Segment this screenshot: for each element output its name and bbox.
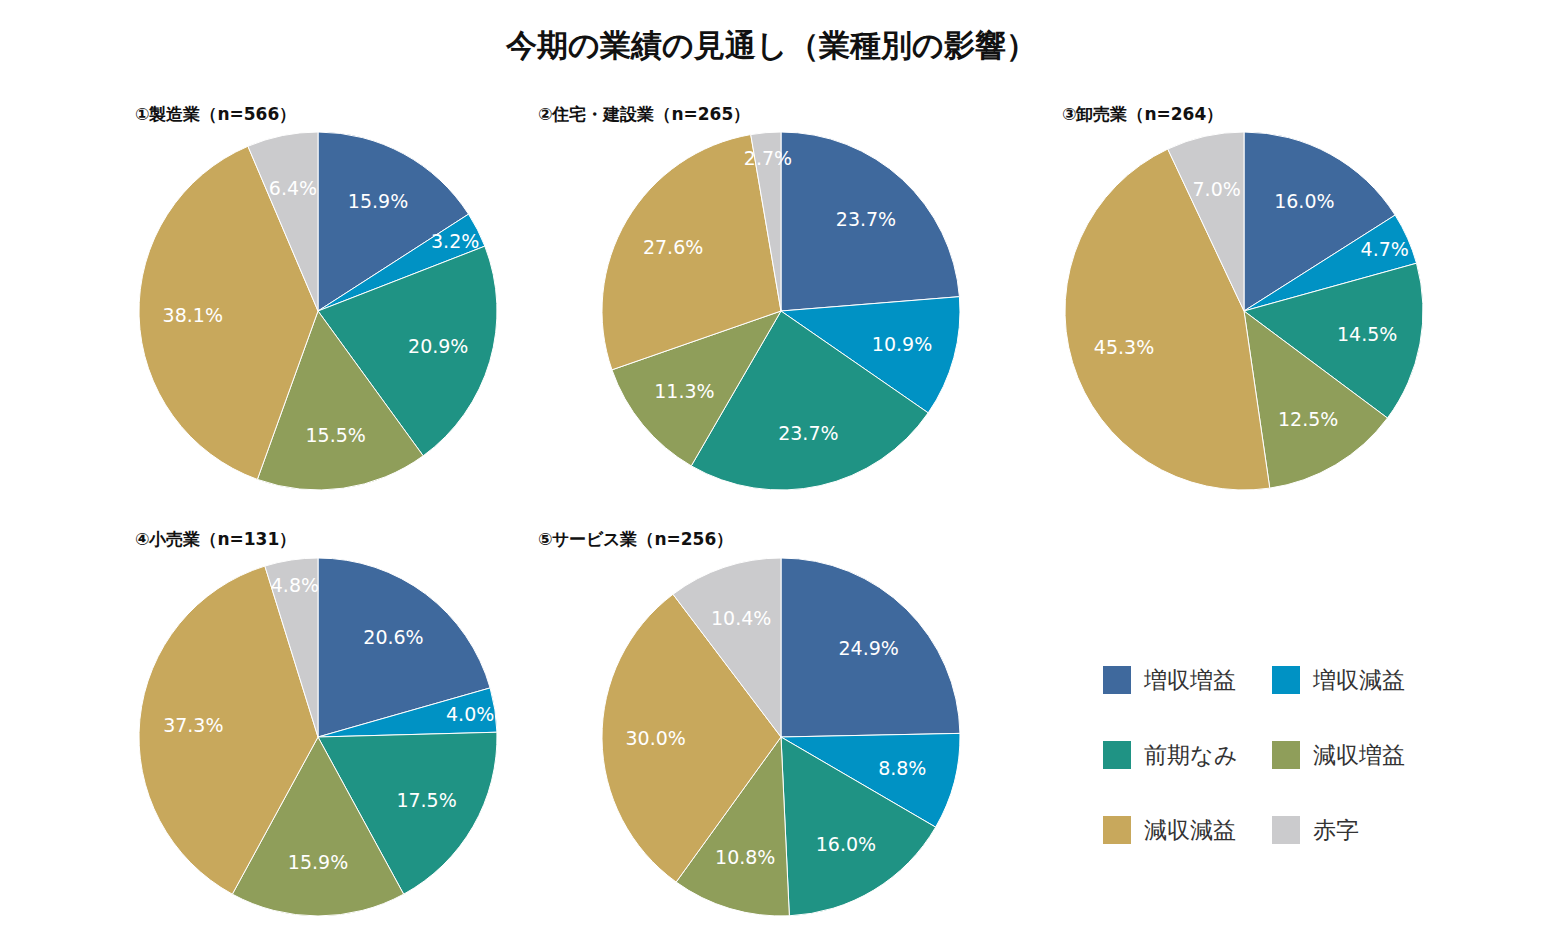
pie-slice — [781, 132, 959, 311]
data-label: 16.0% — [816, 833, 876, 855]
chart-title: ②住宅・建設業（n=265） — [538, 104, 750, 124]
legend-label: 減収減益 — [1144, 817, 1236, 843]
legend-swatch — [1272, 816, 1300, 844]
data-label: 10.4% — [711, 607, 771, 629]
pie-slice — [602, 135, 781, 370]
data-label: 15.9% — [288, 851, 348, 873]
data-label: 10.9% — [872, 333, 932, 355]
pie-chart: ①製造業（n=566） 15.9% 3.2% 20.9% 15.5% 38.1% 6.4% — [135, 104, 497, 490]
data-label: 14.5% — [1337, 323, 1397, 345]
data-label: 20.9% — [408, 335, 468, 357]
pie-slice — [318, 688, 497, 737]
legend-label: 赤字 — [1313, 817, 1359, 843]
data-label: 45.3% — [1094, 336, 1154, 358]
legend-label: 増収減益 — [1312, 667, 1405, 693]
pie: 15.9% 3.2% 20.9% 15.5% 38.1% 6.4% — [139, 132, 497, 490]
pie-slice — [248, 132, 318, 311]
data-label: 2.7% — [744, 147, 792, 169]
data-label: 27.6% — [643, 236, 703, 258]
legend-item: 赤字 — [1272, 816, 1359, 844]
legend-swatch — [1272, 741, 1300, 769]
pie-slice — [139, 146, 318, 479]
data-label: 4.0% — [446, 703, 494, 725]
data-label: 15.5% — [305, 424, 365, 446]
legend-label: 増収増益 — [1143, 667, 1236, 693]
chart-title: ③卸売業（n=264） — [1062, 104, 1223, 124]
data-label: 7.0% — [1193, 178, 1241, 200]
pie-chart: ④小売業（n=131） 20.6% 4.0% 17.5% 15.9% 37.3% 4.8% — [135, 529, 497, 916]
data-label: 3.2% — [431, 230, 479, 252]
data-label: 4.7% — [1361, 238, 1409, 260]
legend-swatch — [1272, 666, 1300, 694]
data-label: 37.3% — [163, 714, 223, 736]
data-label: 12.5% — [1278, 408, 1338, 430]
pie-slice — [781, 558, 960, 737]
pie-chart: ③卸売業（n=264） 16.0% 4.7% 14.5% 12.5% 45.3% 7.0% — [1062, 104, 1423, 490]
data-label: 20.6% — [363, 626, 423, 648]
pie-chart: ②住宅・建設業（n=265）23.7%10.9%23.7%11.3%27.6%2… — [538, 104, 960, 490]
pie-slice — [673, 558, 781, 737]
data-label: 24.9% — [839, 637, 899, 659]
legend-swatch — [1103, 816, 1131, 844]
data-label: 8.8% — [878, 757, 926, 779]
legend: 増収増益 増収減益前期なみ 減収増益減収減益 赤字 — [1103, 666, 1405, 844]
legend-item: 減収減益 — [1103, 816, 1236, 844]
data-label: 30.0% — [626, 727, 686, 749]
data-label: 11.3% — [654, 380, 714, 402]
data-label: 6.4% — [269, 177, 317, 199]
data-label: 10.8% — [715, 846, 775, 868]
page-title: 今期の業績の見通し（業種別の影響） — [505, 27, 1037, 63]
legend-swatch — [1103, 666, 1131, 694]
legend-swatch — [1103, 741, 1131, 769]
chart-title: ④小売業（n=131） — [135, 529, 296, 549]
chart-page: 今期の業績の見通し（業種別の影響） ①製造業（n=566） 15.9% 3.2% 20.… — [0, 0, 1543, 934]
legend-item: 減収増益 — [1272, 741, 1405, 769]
legend-item: 増収減益 — [1272, 666, 1405, 694]
data-label: 38.1% — [163, 304, 223, 326]
pie: 16.0% 4.7% 14.5% 12.5% 45.3% 7.0% — [1065, 132, 1423, 490]
legend-item: 増収増益 — [1103, 666, 1236, 694]
legend-label: 減収増益 — [1313, 742, 1405, 768]
data-label: 16.0% — [1274, 190, 1334, 212]
pie: 23.7% 10.9% 23.7% 11.3% 27.6% 2.7% — [602, 132, 960, 490]
data-label: 23.7% — [836, 208, 896, 230]
data-label: 15.9% — [348, 190, 408, 212]
data-label: 4.8% — [271, 574, 319, 596]
legend-label: 前期なみ — [1144, 742, 1238, 768]
pie-chart: ⑤サービス業（n=256） 24.9% 8.8% 16.0% 10.8% 30.0% 10.… — [538, 529, 960, 916]
pie: 20.6% 4.0% 17.5% 15.9% 37.3% 4.8% — [139, 558, 497, 916]
data-label: 23.7% — [778, 422, 838, 444]
chart-title: ①製造業（n=566） — [135, 104, 296, 124]
pie-slice — [1168, 132, 1244, 311]
pie: 24.9% 8.8% 16.0% 10.8% 30.0% 10.4% — [602, 558, 960, 916]
pie-slice — [781, 737, 936, 916]
legend-item: 前期なみ — [1103, 741, 1238, 769]
chart-title: ⑤サービス業（n=256） — [538, 529, 733, 549]
data-label: 17.5% — [396, 789, 456, 811]
